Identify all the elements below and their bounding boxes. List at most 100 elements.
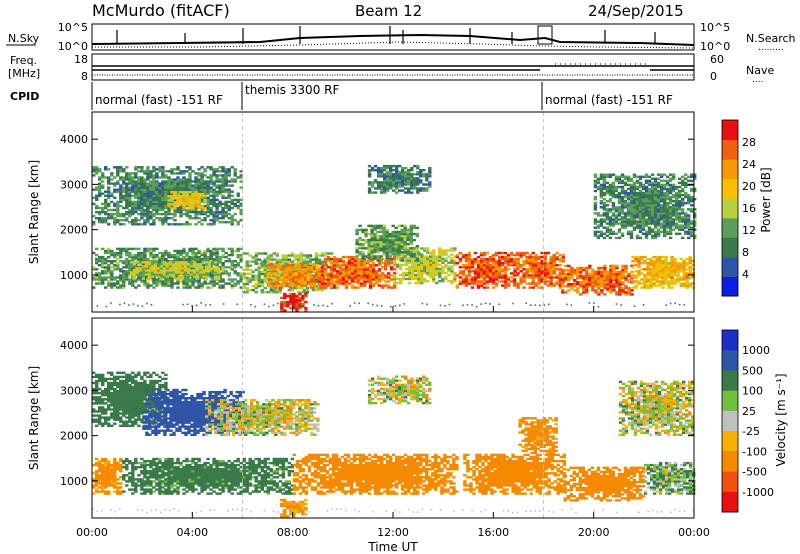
nsearch-tick-top: 10^5 — [700, 21, 730, 34]
range-gate-cell — [603, 287, 607, 290]
range-gate-cell — [201, 261, 206, 264]
range-gate-cell — [191, 170, 195, 173]
range-gate-cell — [461, 274, 466, 277]
range-gate-cell — [298, 296, 302, 300]
range-gate-cell — [158, 192, 162, 195]
range-gate-cell — [203, 174, 207, 177]
range-gate-cell — [555, 274, 559, 277]
range-gate-cell — [392, 164, 396, 168]
range-gate-cell — [652, 270, 656, 273]
range-gate-cell — [525, 262, 529, 265]
range-gate-cell — [158, 176, 162, 179]
range-gate-cell — [361, 245, 365, 248]
range-gate-cell — [299, 256, 304, 259]
range-gate-cell — [134, 200, 138, 204]
range-gate-cell — [596, 181, 601, 185]
range-gate-cell — [635, 236, 640, 240]
range-gate-cell — [621, 272, 625, 276]
range-gate-cell — [173, 257, 177, 261]
range-gate-cell — [179, 223, 183, 226]
range-gate-cell — [525, 274, 529, 277]
range-gate-cell — [503, 266, 508, 269]
range-gate-cell — [394, 241, 398, 244]
range-gate-cell — [596, 177, 601, 180]
range-gate-cell — [552, 282, 556, 285]
range-gate-cell — [634, 257, 638, 261]
range-gate-cell — [155, 174, 159, 177]
range-gate-cell — [344, 268, 349, 271]
range-gate-cell — [435, 273, 439, 277]
range-gate-cell — [359, 282, 364, 285]
range-gate-cell — [603, 266, 607, 270]
range-gate-cell — [161, 284, 165, 287]
range-gate-cell — [658, 270, 662, 273]
range-gate-cell — [173, 168, 177, 171]
range-gate-cell — [296, 256, 301, 259]
range-gate-cell — [92, 188, 96, 191]
range-gate-cell — [646, 274, 650, 277]
range-gate-cell — [212, 170, 216, 173]
range-gate-cell — [655, 262, 659, 265]
range-gate-cell — [386, 175, 390, 178]
range-gate-cell — [561, 255, 565, 259]
range-gate-cell — [350, 266, 355, 269]
range-gate-cell — [134, 247, 138, 251]
range-gate-cell — [344, 278, 349, 281]
range-gate-cell — [230, 214, 234, 218]
range-gate-cell — [408, 281, 412, 285]
range-gate-cell — [170, 172, 174, 175]
range-gate-cell — [176, 210, 180, 214]
range-gate-cell — [519, 266, 523, 269]
range-gate-cell — [432, 275, 436, 279]
range-gate-cell — [626, 179, 631, 182]
range-gate-cell — [176, 178, 180, 181]
range-gate-cell — [173, 186, 177, 189]
range-gate-cell — [176, 168, 180, 171]
range-gate-cell — [497, 255, 502, 259]
range-gate-cell — [409, 234, 413, 238]
range-gate-cell — [389, 167, 393, 170]
range-gate-cell — [461, 282, 466, 285]
range-gate-cell — [125, 202, 129, 206]
range-gate-cell — [629, 222, 634, 225]
range-gate-cell — [667, 280, 671, 283]
range-gate-cell — [649, 268, 653, 271]
range-gate-cell — [467, 264, 472, 267]
range-gate-cell — [635, 226, 640, 229]
range-gate-cell — [655, 270, 659, 273]
range-gate-cell — [189, 269, 194, 272]
range-gate-cell — [593, 212, 598, 215]
range-gate-cell — [384, 264, 388, 267]
range-gate-cell — [216, 275, 221, 278]
range-gate-cell — [209, 286, 213, 289]
range-gate-cell — [395, 169, 399, 172]
range-gate-cell — [326, 255, 331, 259]
range-gate-cell — [155, 196, 159, 199]
range-gate-cell — [558, 272, 562, 275]
range-gate-cell — [221, 166, 225, 169]
range-gate-cell — [658, 257, 662, 261]
range-gate-cell — [158, 257, 162, 261]
range-gate-cell — [98, 217, 102, 220]
range-gate-cell — [260, 284, 264, 288]
range-gate-cell — [641, 222, 646, 225]
range-gate-cell — [206, 166, 210, 169]
range-gate-cell — [593, 204, 598, 207]
range-gate-cell — [593, 202, 598, 205]
range-gate-cell — [119, 219, 123, 222]
range-gate-cell — [422, 189, 426, 192]
range-gate-cell — [679, 268, 683, 271]
range-gate-cell — [652, 268, 656, 271]
range-gate-cell — [608, 220, 613, 223]
range-gate-cell — [453, 279, 457, 283]
range-gate-cell — [646, 264, 650, 267]
range-gate-cell — [361, 230, 365, 234]
range-gate-cell — [420, 253, 424, 256]
range-gate-cell — [209, 186, 213, 189]
range-gate-cell — [432, 263, 436, 266]
range-gate-cell — [146, 172, 150, 175]
range-gate-cell — [428, 181, 432, 184]
range-gate-cell — [608, 210, 613, 213]
range-gate-cell — [467, 257, 472, 261]
range-gate-cell — [289, 292, 293, 296]
